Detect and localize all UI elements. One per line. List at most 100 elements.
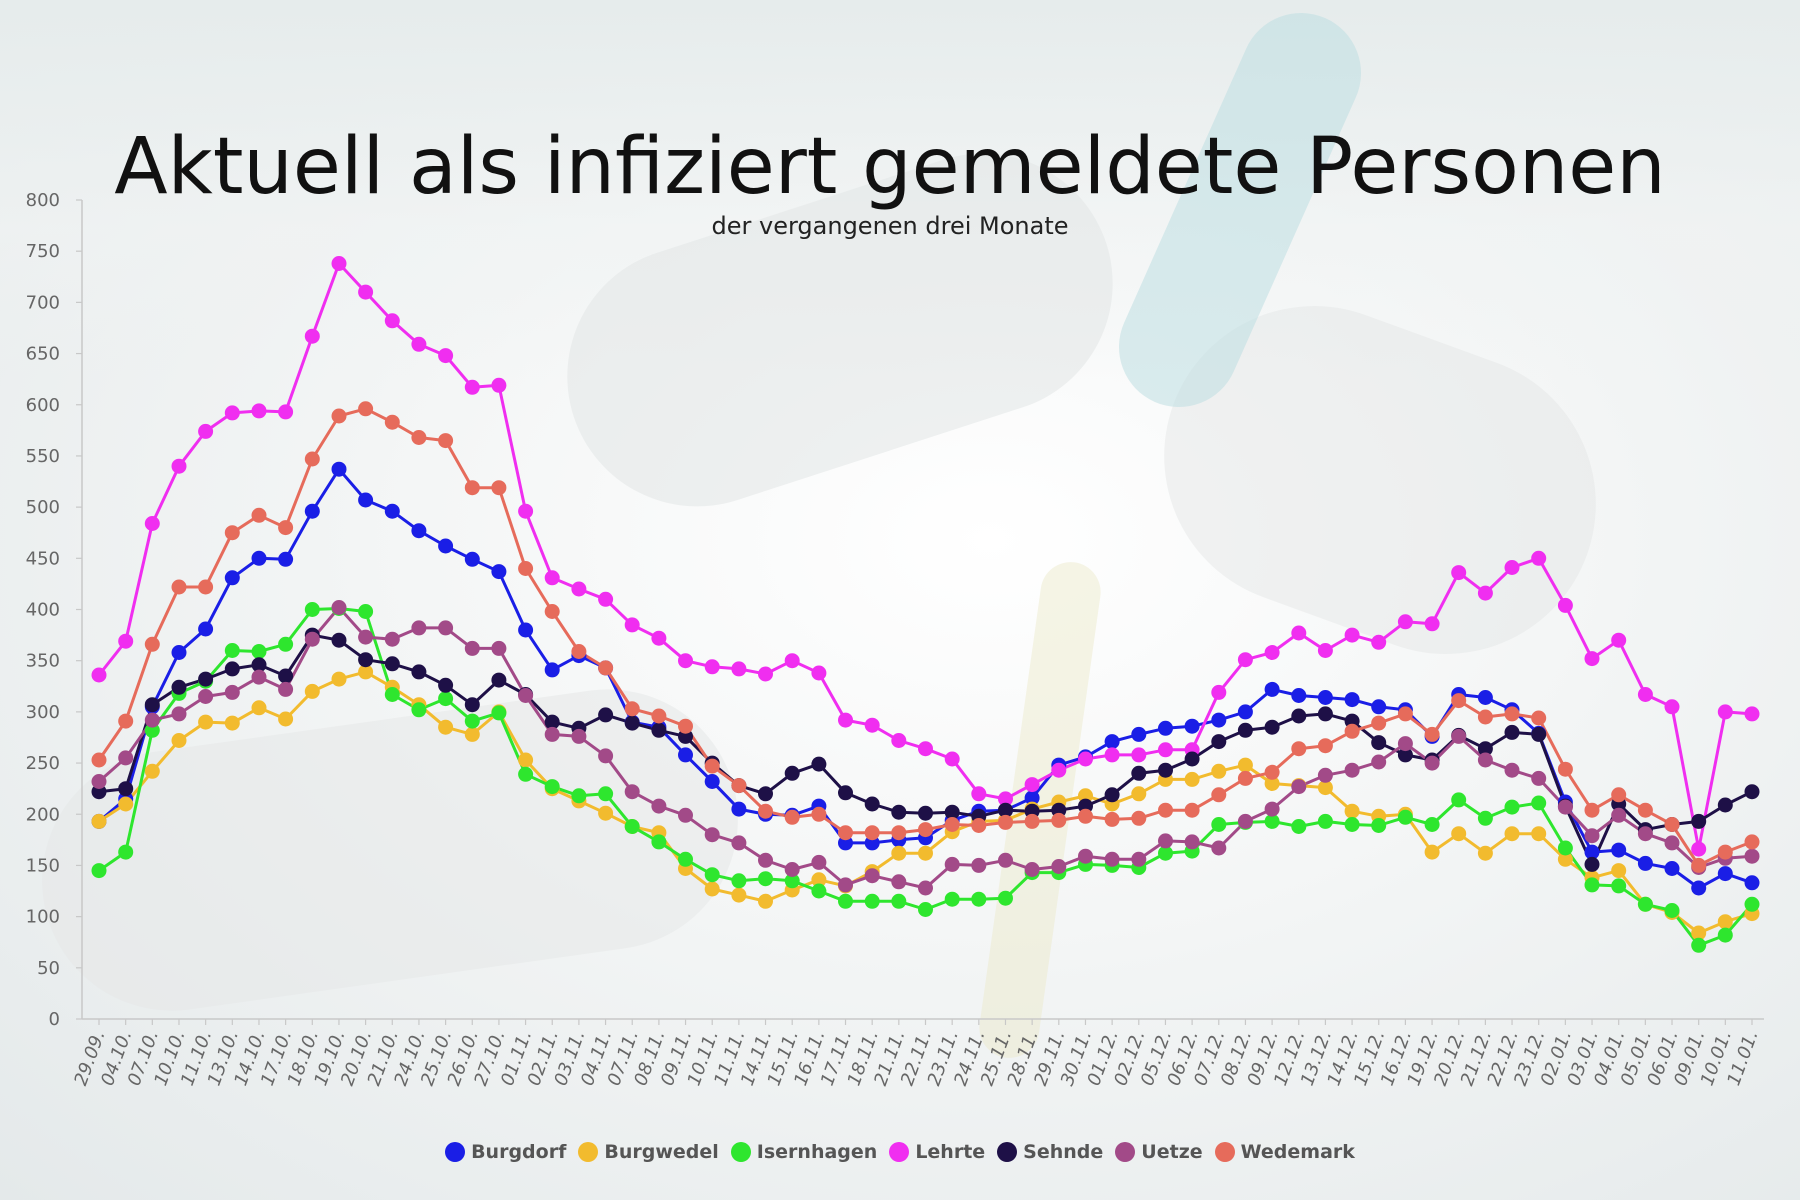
data-point-sehnde [1291, 708, 1307, 724]
data-point-lehrte [1451, 565, 1467, 581]
data-point-isernhagen [224, 643, 240, 658]
data-point-lehrte [1691, 841, 1707, 857]
data-point-sehnde [1397, 747, 1413, 763]
data-point-sehnde [838, 785, 853, 801]
data-point-burgwedel [224, 715, 240, 731]
data-point-wedemark [1557, 761, 1573, 777]
data-point-wedemark [224, 525, 240, 541]
data-point-lehrte [704, 659, 720, 675]
data-point-burgdorf [1664, 861, 1680, 876]
data-point-isernhagen [1424, 817, 1440, 832]
legend-label: Wedemark [1240, 1141, 1355, 1163]
data-point-sehnde [411, 664, 427, 680]
data-point-uetze [91, 774, 107, 789]
data-point-uetze [998, 852, 1013, 868]
data-point-uetze [1237, 813, 1253, 829]
data-point-sehnde [1504, 724, 1520, 740]
data-point-wedemark [1237, 770, 1253, 786]
legend-item-wedemark[interactable]: Wedemark [1214, 1141, 1355, 1163]
data-point-burgdorf [544, 662, 560, 678]
legend-item-uetze[interactable]: Uetze [1115, 1141, 1203, 1163]
data-point-uetze [358, 629, 374, 645]
data-point-burgdorf [1291, 688, 1307, 703]
data-point-burgwedel [1344, 803, 1360, 819]
legend-item-burgwedel[interactable]: Burgwedel [578, 1141, 719, 1163]
data-point-uetze [304, 631, 320, 647]
y-tick-label: 750 [26, 241, 60, 262]
data-point-wedemark [118, 713, 134, 729]
data-point-lehrte [1317, 643, 1333, 658]
data-point-uetze [1184, 834, 1200, 850]
data-point-lehrte [384, 313, 400, 329]
data-point-burgdorf [1344, 692, 1360, 708]
data-point-sehnde [1264, 719, 1280, 735]
legend-label: Burgdorf [471, 1141, 567, 1163]
data-point-isernhagen [464, 713, 480, 729]
data-point-sehnde [144, 697, 160, 713]
data-point-lehrte [1291, 625, 1307, 641]
data-point-isernhagen [784, 873, 800, 889]
data-point-uetze [1104, 851, 1120, 867]
y-tick-label: 700 [26, 292, 60, 313]
data-point-burgdorf [1158, 720, 1173, 736]
legend-item-sehnde[interactable]: Sehnde [997, 1141, 1103, 1163]
data-point-lehrte [278, 404, 294, 420]
data-point-wedemark [438, 433, 454, 449]
data-point-wedemark [784, 809, 800, 825]
data-point-uetze [598, 748, 614, 764]
data-point-burgwedel [144, 763, 160, 779]
data-point-wedemark [1344, 723, 1360, 739]
data-point-lehrte [544, 570, 560, 586]
legend-item-isernhagen[interactable]: Isernhagen [730, 1141, 877, 1163]
data-point-lehrte [1051, 762, 1067, 778]
data-point-lehrte [144, 516, 160, 531]
data-point-burgwedel [331, 671, 347, 687]
data-point-lehrte [1371, 634, 1387, 650]
data-point-lehrte [518, 503, 534, 519]
data-point-wedemark [571, 644, 587, 659]
data-point-lehrte [171, 458, 187, 474]
data-point-burgwedel [1184, 771, 1200, 787]
legend-swatch [445, 1142, 466, 1162]
data-point-isernhagen [251, 644, 267, 659]
data-point-lehrte [598, 591, 614, 607]
data-point-wedemark [1584, 802, 1600, 818]
chart-subtitle: der vergangenen drei Monate [711, 212, 1069, 240]
data-point-burgdorf [1131, 726, 1147, 742]
data-point-burgwedel [1131, 786, 1147, 802]
data-point-isernhagen [731, 873, 747, 889]
data-point-burgwedel [1264, 776, 1280, 791]
data-point-sehnde [758, 786, 773, 802]
legend-label: Lehrte [915, 1141, 986, 1163]
data-point-uetze [1051, 859, 1067, 874]
y-tick-label: 100 [26, 907, 60, 928]
data-point-sehnde [598, 707, 614, 723]
data-point-sehnde [784, 765, 800, 781]
data-point-burgwedel [1211, 763, 1227, 779]
data-point-burgdorf [198, 621, 214, 637]
data-point-burgdorf [518, 622, 534, 638]
data-point-isernhagen [1691, 937, 1707, 953]
data-point-sehnde [1371, 735, 1387, 751]
data-point-uetze [224, 684, 240, 700]
data-point-burgdorf [251, 550, 267, 566]
data-point-wedemark [171, 579, 187, 595]
data-point-wedemark [624, 701, 640, 717]
legend-item-burgdorf[interactable]: Burgdorf [445, 1141, 566, 1163]
y-tick-label: 300 [26, 702, 60, 723]
data-point-uetze [384, 631, 400, 647]
data-point-isernhagen [1477, 810, 1493, 826]
data-point-isernhagen [1158, 845, 1173, 861]
data-point-lehrte [1158, 742, 1173, 758]
data-point-lehrte [411, 336, 427, 352]
data-point-isernhagen [571, 788, 587, 804]
data-point-uetze [1477, 752, 1493, 768]
data-point-sehnde [224, 661, 240, 677]
data-point-uetze [278, 681, 294, 697]
data-point-lehrte [998, 791, 1013, 807]
legend-item-lehrte[interactable]: Lehrte [889, 1141, 985, 1163]
data-point-lehrte [491, 377, 507, 393]
data-point-wedemark [1611, 787, 1627, 803]
data-point-uetze [704, 827, 720, 843]
data-point-wedemark [198, 579, 214, 595]
